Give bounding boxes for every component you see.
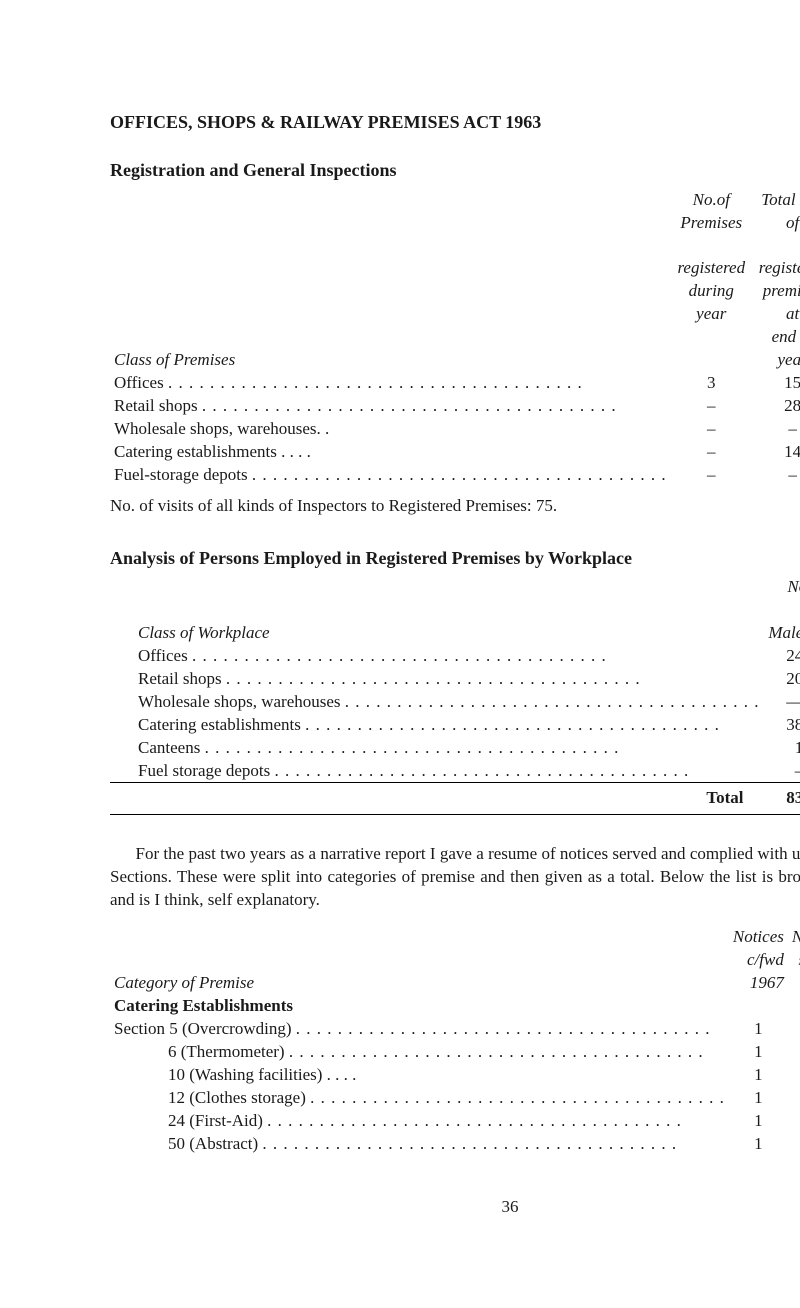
table-workplace: No. of persons employed Class of Workpla… xyxy=(110,576,800,815)
table-row: Section 5 (Overcrowding) 1–1– xyxy=(110,1018,800,1041)
table-row: Retail shops 205575 xyxy=(110,668,800,691)
table-row: 12 (Clothes storage) 1––1 xyxy=(110,1087,800,1110)
col-header: Notices xyxy=(788,926,800,949)
col-header: Category of Premise xyxy=(110,972,729,995)
col-header: Notices xyxy=(729,926,788,949)
table-row: 10 (Washing facilities) . . . .1––1 xyxy=(110,1064,800,1087)
col-header: served xyxy=(788,949,800,972)
col-header: Total No. of xyxy=(752,189,800,235)
col-header: Class of Premises xyxy=(110,326,671,372)
col-header: 1967 xyxy=(729,972,788,995)
col-header: registered xyxy=(752,234,800,280)
col-header: 1968 xyxy=(788,972,800,995)
table-row: 24 (First-Aid) 112– xyxy=(110,1110,800,1133)
super-header: No. of persons employed xyxy=(764,576,800,622)
table-row: 6 (Thermometer) 1–1– xyxy=(110,1041,800,1064)
table-row: Wholesale shops, warehouses ——— xyxy=(110,691,800,714)
col-header: registered xyxy=(671,234,752,280)
table-row: Fuel storage depots ––– xyxy=(110,760,800,783)
sec2-heading: Analysis of Persons Employed in Register… xyxy=(110,546,800,570)
col-header: end of year xyxy=(752,326,800,372)
col-header: Male xyxy=(764,622,800,645)
table-row: Offices 31515 xyxy=(110,372,800,395)
table-premises: No.of Premises Total No. of No.of Regis-… xyxy=(110,189,800,487)
body-paragraph: For the past two years as a narrative re… xyxy=(110,843,800,912)
table-row: Canteens 178 xyxy=(110,737,800,760)
table-notices: Notices Notices Notices C/fwd c/fwd serv… xyxy=(110,926,800,1155)
sec1-heading: Registration and General Inspections xyxy=(110,158,800,182)
table-row: Wholesale shops, warehouses. .––– xyxy=(110,418,800,441)
sec3-subhead: Catering Establishments xyxy=(114,996,293,1015)
table-row: Offices 243155 xyxy=(110,645,800,668)
col-header: c/fwd xyxy=(729,949,788,972)
col-header: Class of Workplace xyxy=(110,622,764,645)
page-number: 36 xyxy=(110,1196,800,1219)
table-row: Fuel-storage depots ––– xyxy=(110,464,800,487)
section-notices: Notices Notices Notices C/fwd c/fwd serv… xyxy=(110,926,800,1155)
table-row: Catering establishments 3868106 xyxy=(110,714,800,737)
sec1-footnote: No. of visits of all kinds of Inspectors… xyxy=(110,495,800,518)
total-male: 83 xyxy=(786,788,800,807)
col-header: during year xyxy=(671,280,752,326)
col-header: premises at xyxy=(752,280,800,326)
total-label: Total xyxy=(706,788,743,807)
table-row: Catering establishments . . . .–1414 xyxy=(110,441,800,464)
section-analysis: Analysis of Persons Employed in Register… xyxy=(110,546,800,816)
table-row: 50 (Abstract) 1–11 xyxy=(110,1133,800,1156)
section-registration: Registration and General Inspections No.… xyxy=(110,158,800,517)
table-row: Retail shops –2828 xyxy=(110,395,800,418)
page-title: OFFICES, SHOPS & RAILWAY PREMISES ACT 19… xyxy=(110,110,800,134)
col-header: No.of Premises xyxy=(671,189,752,235)
